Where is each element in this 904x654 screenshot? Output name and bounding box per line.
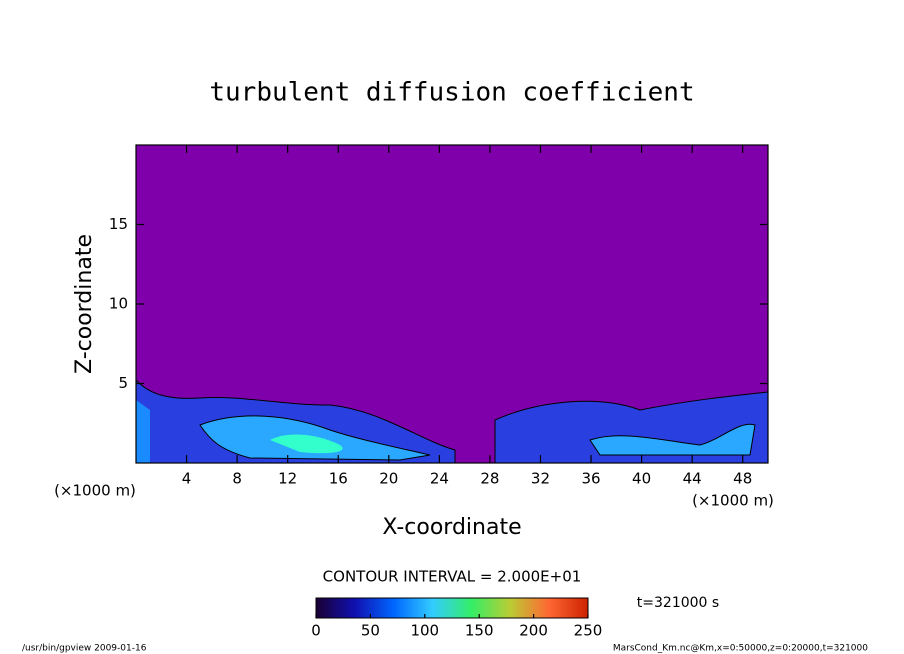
contour-interval: CONTOUR INTERVAL = 2.000E+01 xyxy=(323,568,582,586)
colorbar-tick-label: 0 xyxy=(311,622,321,640)
colorbar-tick-label: 200 xyxy=(519,622,548,640)
y-axis-label: Z-coordinate xyxy=(72,234,97,374)
colorbar-tick-label: 100 xyxy=(410,622,439,640)
y-tick-label: 15 xyxy=(109,215,128,233)
y-tick-label: 5 xyxy=(118,374,128,392)
field-features xyxy=(135,378,769,464)
x-axis-label: X-coordinate xyxy=(382,515,521,540)
x-tick-label: 40 xyxy=(632,470,651,488)
time-label: t=321000 s xyxy=(637,595,719,611)
x-tick-label: 36 xyxy=(581,470,600,488)
x-tick-label: 4 xyxy=(182,470,192,488)
colorbar-tick-label: 50 xyxy=(361,622,380,640)
x-tick-label: 44 xyxy=(683,470,702,488)
colorbar-tick-label: 150 xyxy=(465,622,494,640)
chart-title: turbulent diffusion coefficient xyxy=(209,78,694,108)
colorbar-tick-label: 250 xyxy=(574,622,603,640)
colorbar xyxy=(315,597,589,619)
x-tick-label: 32 xyxy=(531,470,550,488)
x-tick-label: 28 xyxy=(480,470,499,488)
x-unit: (×1000 m) xyxy=(692,492,774,510)
footer-right: MarsCond_Km.nc@Km,x=0:50000,z=0:20000,t=… xyxy=(613,644,868,654)
x-tick-label: 12 xyxy=(278,470,297,488)
x-tick-label: 24 xyxy=(430,470,449,488)
y-tick-label: 10 xyxy=(109,295,128,313)
x-tick-label: 8 xyxy=(232,470,242,488)
y-unit: (×1000 m) xyxy=(54,482,136,500)
x-tick-label: 16 xyxy=(329,470,348,488)
x-tick-label: 20 xyxy=(379,470,398,488)
x-tick-label: 48 xyxy=(733,470,752,488)
footer-left: /usr/bin/gpview 2009-01-16 xyxy=(22,644,147,654)
